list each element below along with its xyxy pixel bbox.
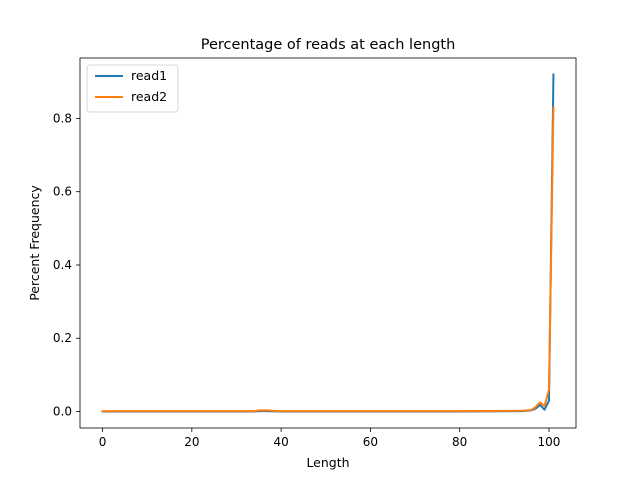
x-tick-label: 60: [363, 435, 378, 449]
ticks-layer: 0 20 40 60 80 100 0.0 0.2 0.4 0.6 0.8: [53, 111, 561, 449]
series-line-read2: [101, 106, 555, 413]
y-axis-label: Percent Frequency: [27, 185, 42, 301]
x-tick-label: 20: [184, 435, 199, 449]
chart-title: Percentage of reads at each length: [201, 37, 456, 53]
plot-area: [101, 73, 555, 413]
legend-label-read1: read1: [131, 68, 167, 83]
legend-label-read2: read2: [131, 89, 167, 104]
y-tick-label: 0.6: [53, 185, 72, 199]
y-tick-label: 0.2: [53, 331, 72, 345]
y-tick-label: 0.0: [53, 405, 72, 419]
x-axis-label: Length: [306, 455, 349, 470]
legend: read1 read2: [86, 64, 179, 113]
y-tick-label: 0.8: [53, 111, 72, 125]
x-tick-label: 0: [99, 435, 107, 449]
axes-frame: [79, 57, 577, 429]
y-tick-label: 0.4: [53, 258, 72, 272]
series-layer: [101, 73, 555, 413]
x-tick-label: 80: [452, 435, 467, 449]
x-tick-label: 100: [538, 435, 561, 449]
x-tick-label: 40: [273, 435, 288, 449]
